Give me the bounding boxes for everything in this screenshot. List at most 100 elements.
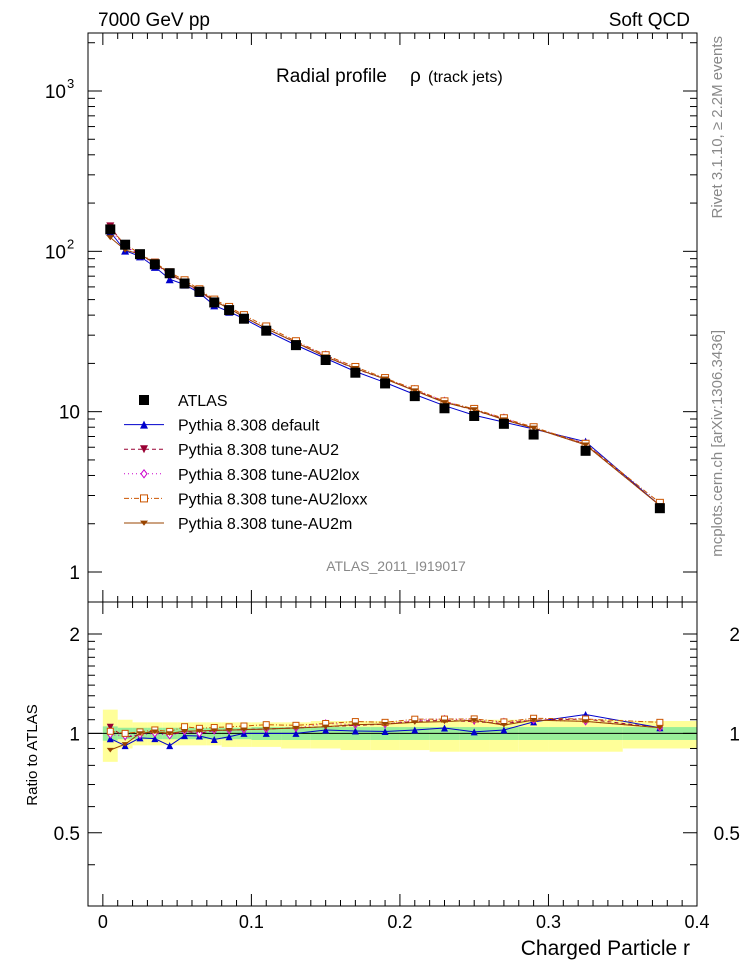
point-s0-16 [439, 403, 450, 414]
legend-label-5: Pythia 8.308 tune-AU2m [178, 516, 352, 533]
legend-marker-0 [139, 395, 149, 405]
rivet-label: Rivet 3.1.10, ≥ 2.2M events [709, 36, 726, 219]
legend-marker-2 [140, 445, 148, 454]
legend-marker-4 [140, 494, 148, 503]
x-tick-label-1: 0.1 [239, 912, 264, 932]
ratio-point-s5-4 [166, 731, 174, 736]
ratio-point-s5-15 [411, 720, 419, 725]
ratio-point-s5-12 [322, 724, 330, 730]
main-y-tick-exp-2: 2 [67, 236, 74, 251]
point-s5-19 [529, 425, 538, 431]
point-s0-11 [290, 340, 301, 351]
x-tick-label-3: 0.3 [536, 912, 561, 932]
ratio-y-tick-label-left-0: 0.5 [54, 824, 80, 845]
legend-label-3: Pythia 8.308 tune-AU2lox [178, 467, 359, 484]
x-tick-label-2: 0.2 [387, 912, 412, 932]
point-s0-10 [261, 325, 272, 336]
legend-marker-5 [140, 520, 148, 526]
point-s0-9 [238, 313, 249, 324]
ratio-point-s5-2 [136, 731, 144, 736]
point-s5-17 [470, 407, 479, 413]
chart-title-main: Radial profile [276, 66, 387, 87]
point-s1-4 [165, 275, 174, 284]
main-y-tick-label-0: 1 [69, 563, 80, 584]
point-s0-17 [469, 410, 480, 421]
ratio-point-s5-8 [225, 727, 233, 733]
ratio-point-s5-13 [351, 722, 359, 728]
ratio-y-tick-label-right-0: 0.5 [714, 824, 740, 845]
legend-entry-5: Pythia 8.308 tune-AU2m [124, 516, 352, 533]
legend-entry-1: Pythia 8.308 default [124, 418, 320, 435]
ratio-point-s4-5 [181, 723, 189, 731]
main-y-tick-base-1: 10 [59, 403, 80, 424]
ratio-point-s1-18 [500, 726, 508, 734]
point-s0-3 [149, 259, 160, 270]
point-s0-4 [164, 268, 175, 279]
point-s0-18 [498, 418, 509, 429]
series-line-5 [109, 237, 661, 506]
ratio-y-tick-label-right-2: 2 [729, 625, 740, 646]
series-layer [105, 222, 665, 753]
ratio-line-1 [110, 714, 660, 747]
ratio-point-s5-21 [656, 725, 664, 731]
legend-label-4: Pythia 8.308 tune-AU2loxx [178, 491, 367, 508]
series-1 [106, 228, 664, 750]
ratio-point-s5-14 [381, 722, 389, 727]
ratio-point-s5-16 [440, 719, 448, 725]
ratio-point-s5-11 [292, 725, 300, 731]
ratio-y-tick-label-left-1: 1 [69, 724, 80, 745]
series-line-3 [109, 229, 661, 506]
ratio-point-s1-7 [210, 735, 218, 743]
ratio-line-4 [110, 717, 660, 734]
ratio-point-s1-17 [470, 728, 478, 736]
ratio-point-s5-3 [151, 729, 159, 735]
legend-marker-1 [140, 420, 148, 429]
plot-frames [87, 32, 698, 907]
ratio-point-s5-6 [195, 728, 203, 734]
point-s0-0 [105, 224, 116, 235]
point-s0-7 [209, 297, 220, 308]
mcplots-label: mcplots.cern.ch [arXiv:1306.3436] [709, 330, 726, 557]
ratio-point-s5-9 [240, 727, 248, 733]
ratio-point-s1-10 [262, 729, 270, 737]
legend-label-2: Pythia 8.308 tune-AU2 [178, 442, 339, 459]
series-0 [105, 224, 665, 514]
chart-title-sub: (track jets) [428, 69, 503, 86]
ratio-point-s5-19 [530, 717, 538, 723]
ratio-point-s5-0 [106, 747, 114, 753]
header-right: Soft QCD [609, 10, 690, 31]
point-s0-1 [120, 239, 131, 250]
ratio-point-s1-3 [151, 735, 159, 743]
point-s5-16 [440, 400, 449, 406]
ratio-point-s1-13 [351, 727, 359, 735]
point-s0-21 [654, 503, 665, 514]
ratio-y-tick-label-left-2: 2 [69, 625, 80, 646]
series-line-4 [109, 228, 661, 504]
chart-title: Radial profile ρ (track jets) [276, 66, 503, 87]
ratio-point-s1-5 [181, 732, 189, 740]
legend-entry-4: Pythia 8.308 tune-AU2loxx [124, 491, 367, 508]
main-y-tick-label-2: 10 2 [45, 236, 74, 263]
ratio-point-s1-8 [225, 733, 233, 741]
ratio-point-s4-1 [121, 729, 129, 737]
legend-entry-0: ATLAS [139, 393, 228, 410]
ratio-y-axis-label: Ratio to ATLAS [24, 704, 41, 805]
ratio-point-s1-15 [411, 726, 419, 734]
point-s0-2 [134, 249, 145, 260]
x-axis-label: Charged Particle r [521, 937, 690, 960]
legend-label-0: ATLAS [178, 393, 228, 410]
ratio-y-tick-label-right-1: 1 [729, 724, 740, 745]
main-y-tick-label-1: 10 [59, 403, 80, 424]
header-left: 7000 GeV pp [98, 10, 210, 31]
ratio-point-s1-4 [166, 742, 174, 750]
main-y-tick-base-2: 10 [45, 242, 66, 263]
legend-label-1: Pythia 8.308 default [178, 418, 320, 435]
x-tick-label-4: 0.4 [684, 912, 709, 932]
point-s0-14 [380, 378, 391, 389]
point-s0-6 [194, 286, 205, 297]
ratio-point-s4-21 [656, 718, 664, 726]
ratio-point-s1-14 [381, 727, 389, 735]
point-s5-15 [410, 388, 419, 394]
main-y-tick-base-3: 10 [45, 82, 66, 103]
